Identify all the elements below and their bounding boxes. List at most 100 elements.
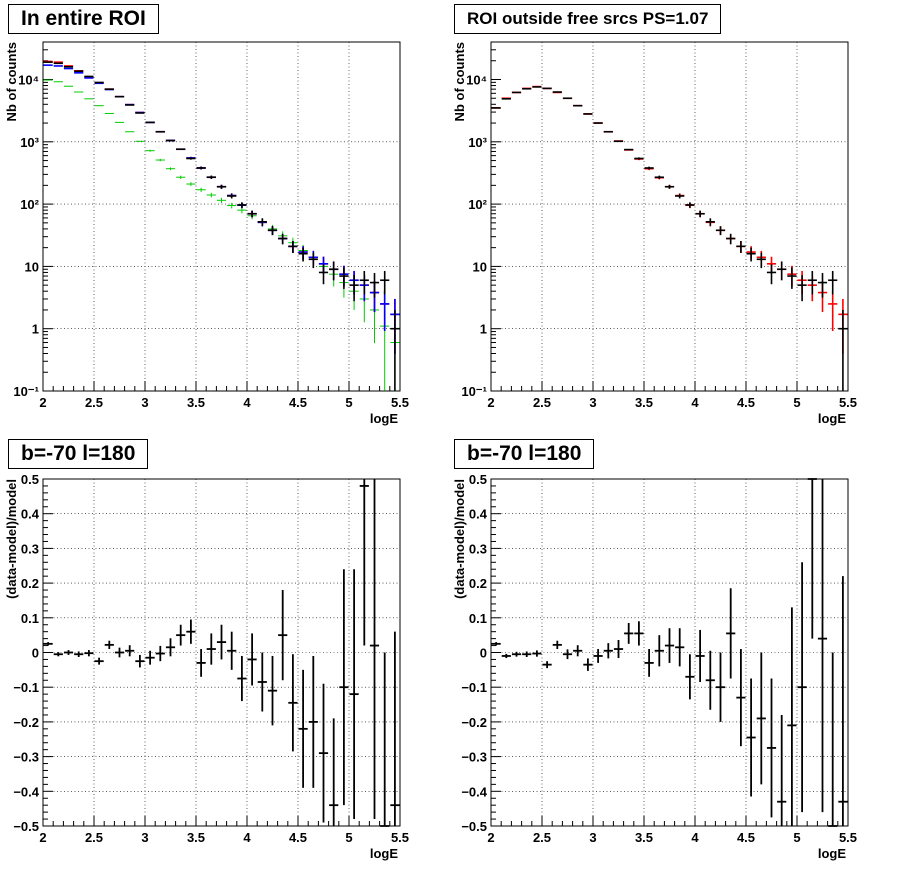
plot-frame — [490, 41, 849, 392]
y-tick-label: −0.2 — [461, 715, 487, 730]
x-tick-label: 4 — [691, 395, 699, 410]
x-tick-label: 3.5 — [635, 830, 653, 845]
y-tick-label: 10 — [25, 259, 39, 274]
y-tick-label: 0.2 — [469, 576, 487, 591]
x-tick-label: 3 — [141, 830, 148, 845]
y-axis-label: (data-model)/model — [4, 479, 19, 599]
grid — [43, 479, 400, 826]
x-tick-label: 5.5 — [839, 830, 857, 845]
plot-frame — [42, 41, 401, 392]
y-tick-label: −0.3 — [461, 750, 487, 765]
y-tick-label: 1 — [480, 322, 487, 337]
plot-frame — [42, 478, 401, 827]
x-tick-label: 4.5 — [737, 395, 755, 410]
y-tick-label: 10 — [473, 259, 487, 274]
x-tick-label: 4 — [691, 830, 699, 845]
y-tick-label: 0.2 — [21, 576, 39, 591]
y-tick-label: −0.5 — [461, 819, 487, 834]
y-tick-label: −0.4 — [461, 784, 487, 799]
y-tick-label: 10⁴ — [466, 73, 487, 88]
y-tick-label: 0.1 — [469, 611, 487, 626]
panel-1: 2 2.5 3 3.5 4 4.5 5 5.5 10⁻¹ 1 10 10² 10³ 10⁴ logE Nb o… — [4, 41, 409, 426]
title-panel-3: b=-70 l=180 — [8, 439, 149, 469]
plot-area — [491, 42, 848, 391]
x-tick-label: 4.5 — [737, 830, 755, 845]
x-tick-label: 5.5 — [391, 395, 409, 410]
x-tick-label: 3 — [589, 830, 596, 845]
residual-series — [43, 479, 400, 827]
y-axis-label: (data-model)/model — [452, 479, 467, 599]
y-tick-label: 10² — [20, 197, 39, 212]
y-tick-label: −0.3 — [13, 750, 39, 765]
x-axis-label: logE — [370, 846, 398, 861]
x-tick-label: 3.5 — [187, 830, 205, 845]
x-tick-label: 3.5 — [187, 395, 205, 410]
x-axis-label: logE — [818, 411, 846, 426]
y-tick-label: −0.1 — [461, 680, 487, 695]
series-0 — [491, 86, 848, 391]
x-tick-label: 4.5 — [289, 395, 307, 410]
y-tick-label: 0.4 — [469, 507, 488, 522]
x-tick-label: 2.5 — [533, 395, 551, 410]
title-panel-4: b=-70 l=180 — [454, 439, 595, 469]
grid — [491, 42, 848, 391]
grid — [43, 42, 400, 391]
title-panel-1: In entire ROI — [8, 4, 159, 34]
series-0 — [43, 61, 400, 391]
x-tick-label: 5 — [793, 395, 800, 410]
x-tick-label: 4 — [243, 395, 251, 410]
title-panel-2: ROI outside free srcs PS=1.07 — [454, 4, 722, 34]
y-tick-label: 10⁻¹ — [13, 384, 39, 399]
y-tick-label: 0 — [32, 646, 39, 661]
x-tick-label: 2 — [39, 830, 46, 845]
y-tick-label: 0 — [480, 646, 487, 661]
residual-series — [491, 478, 848, 827]
x-tick-label: 2 — [487, 395, 494, 410]
x-tick-label: 2.5 — [85, 395, 103, 410]
plot-area — [43, 42, 400, 391]
x-tick-label: 5.5 — [839, 395, 857, 410]
x-tick-label: 3 — [589, 395, 596, 410]
y-tick-label: 10⁴ — [18, 73, 39, 88]
panel-2: 2 2.5 3 3.5 4 4.5 5 5.5 10⁻¹ 1 10 10² 10³ 10⁴ logE Nb o… — [452, 41, 857, 426]
x-axis-label: logE — [370, 411, 398, 426]
x-axis-label: logE — [818, 846, 846, 861]
plot-frame — [490, 478, 849, 827]
y-tick-label: −0.5 — [13, 819, 39, 834]
y-tick-label: 0.5 — [469, 472, 487, 487]
y-tick-label: 10⁻¹ — [461, 384, 487, 399]
y-tick-label: −0.1 — [13, 680, 39, 695]
y-tick-label: 0.3 — [21, 541, 39, 556]
axis-ticks — [490, 41, 849, 392]
y-tick-label: −0.4 — [13, 784, 39, 799]
y-tick-label: 1 — [32, 322, 39, 337]
x-tick-label: 5.5 — [391, 830, 409, 845]
y-axis-label: Nb of counts — [4, 42, 19, 121]
x-tick-label: 5 — [345, 830, 352, 845]
x-tick-label: 2 — [39, 395, 46, 410]
y-tick-label: 10³ — [468, 135, 487, 150]
y-tick-label: −0.2 — [13, 715, 39, 730]
x-tick-label: 4.5 — [289, 830, 307, 845]
x-tick-label: 2 — [487, 830, 494, 845]
y-tick-label: 10³ — [20, 135, 39, 150]
x-tick-label: 2.5 — [85, 830, 103, 845]
x-tick-label: 3 — [141, 395, 148, 410]
grid — [491, 479, 848, 826]
y-tick-label: 0.4 — [21, 507, 40, 522]
y-tick-label: 0.1 — [21, 611, 39, 626]
x-tick-label: 2.5 — [533, 830, 551, 845]
panel-4: 2 2.5 3 3.5 4 4.5 5 5.5 −0.5 −0.4 −0.3 −0.2 −0.1 0 0.1… — [452, 472, 857, 861]
axis-ticks — [42, 478, 401, 827]
y-tick-label: 0.5 — [21, 472, 39, 487]
y-tick-label: 0.3 — [469, 541, 487, 556]
axis-ticks — [42, 41, 401, 392]
x-tick-label: 5 — [345, 395, 352, 410]
panel-3: 2 2.5 3 3.5 4 4.5 5 5.5 −0.5 −0.4 −0.3 −0.2 −0.1 0 0.1… — [4, 472, 409, 861]
x-tick-label: 4 — [243, 830, 251, 845]
y-axis-label: Nb of counts — [452, 42, 467, 121]
y-tick-label: 10² — [468, 197, 487, 212]
x-tick-label: 3.5 — [635, 395, 653, 410]
x-tick-label: 5 — [793, 830, 800, 845]
